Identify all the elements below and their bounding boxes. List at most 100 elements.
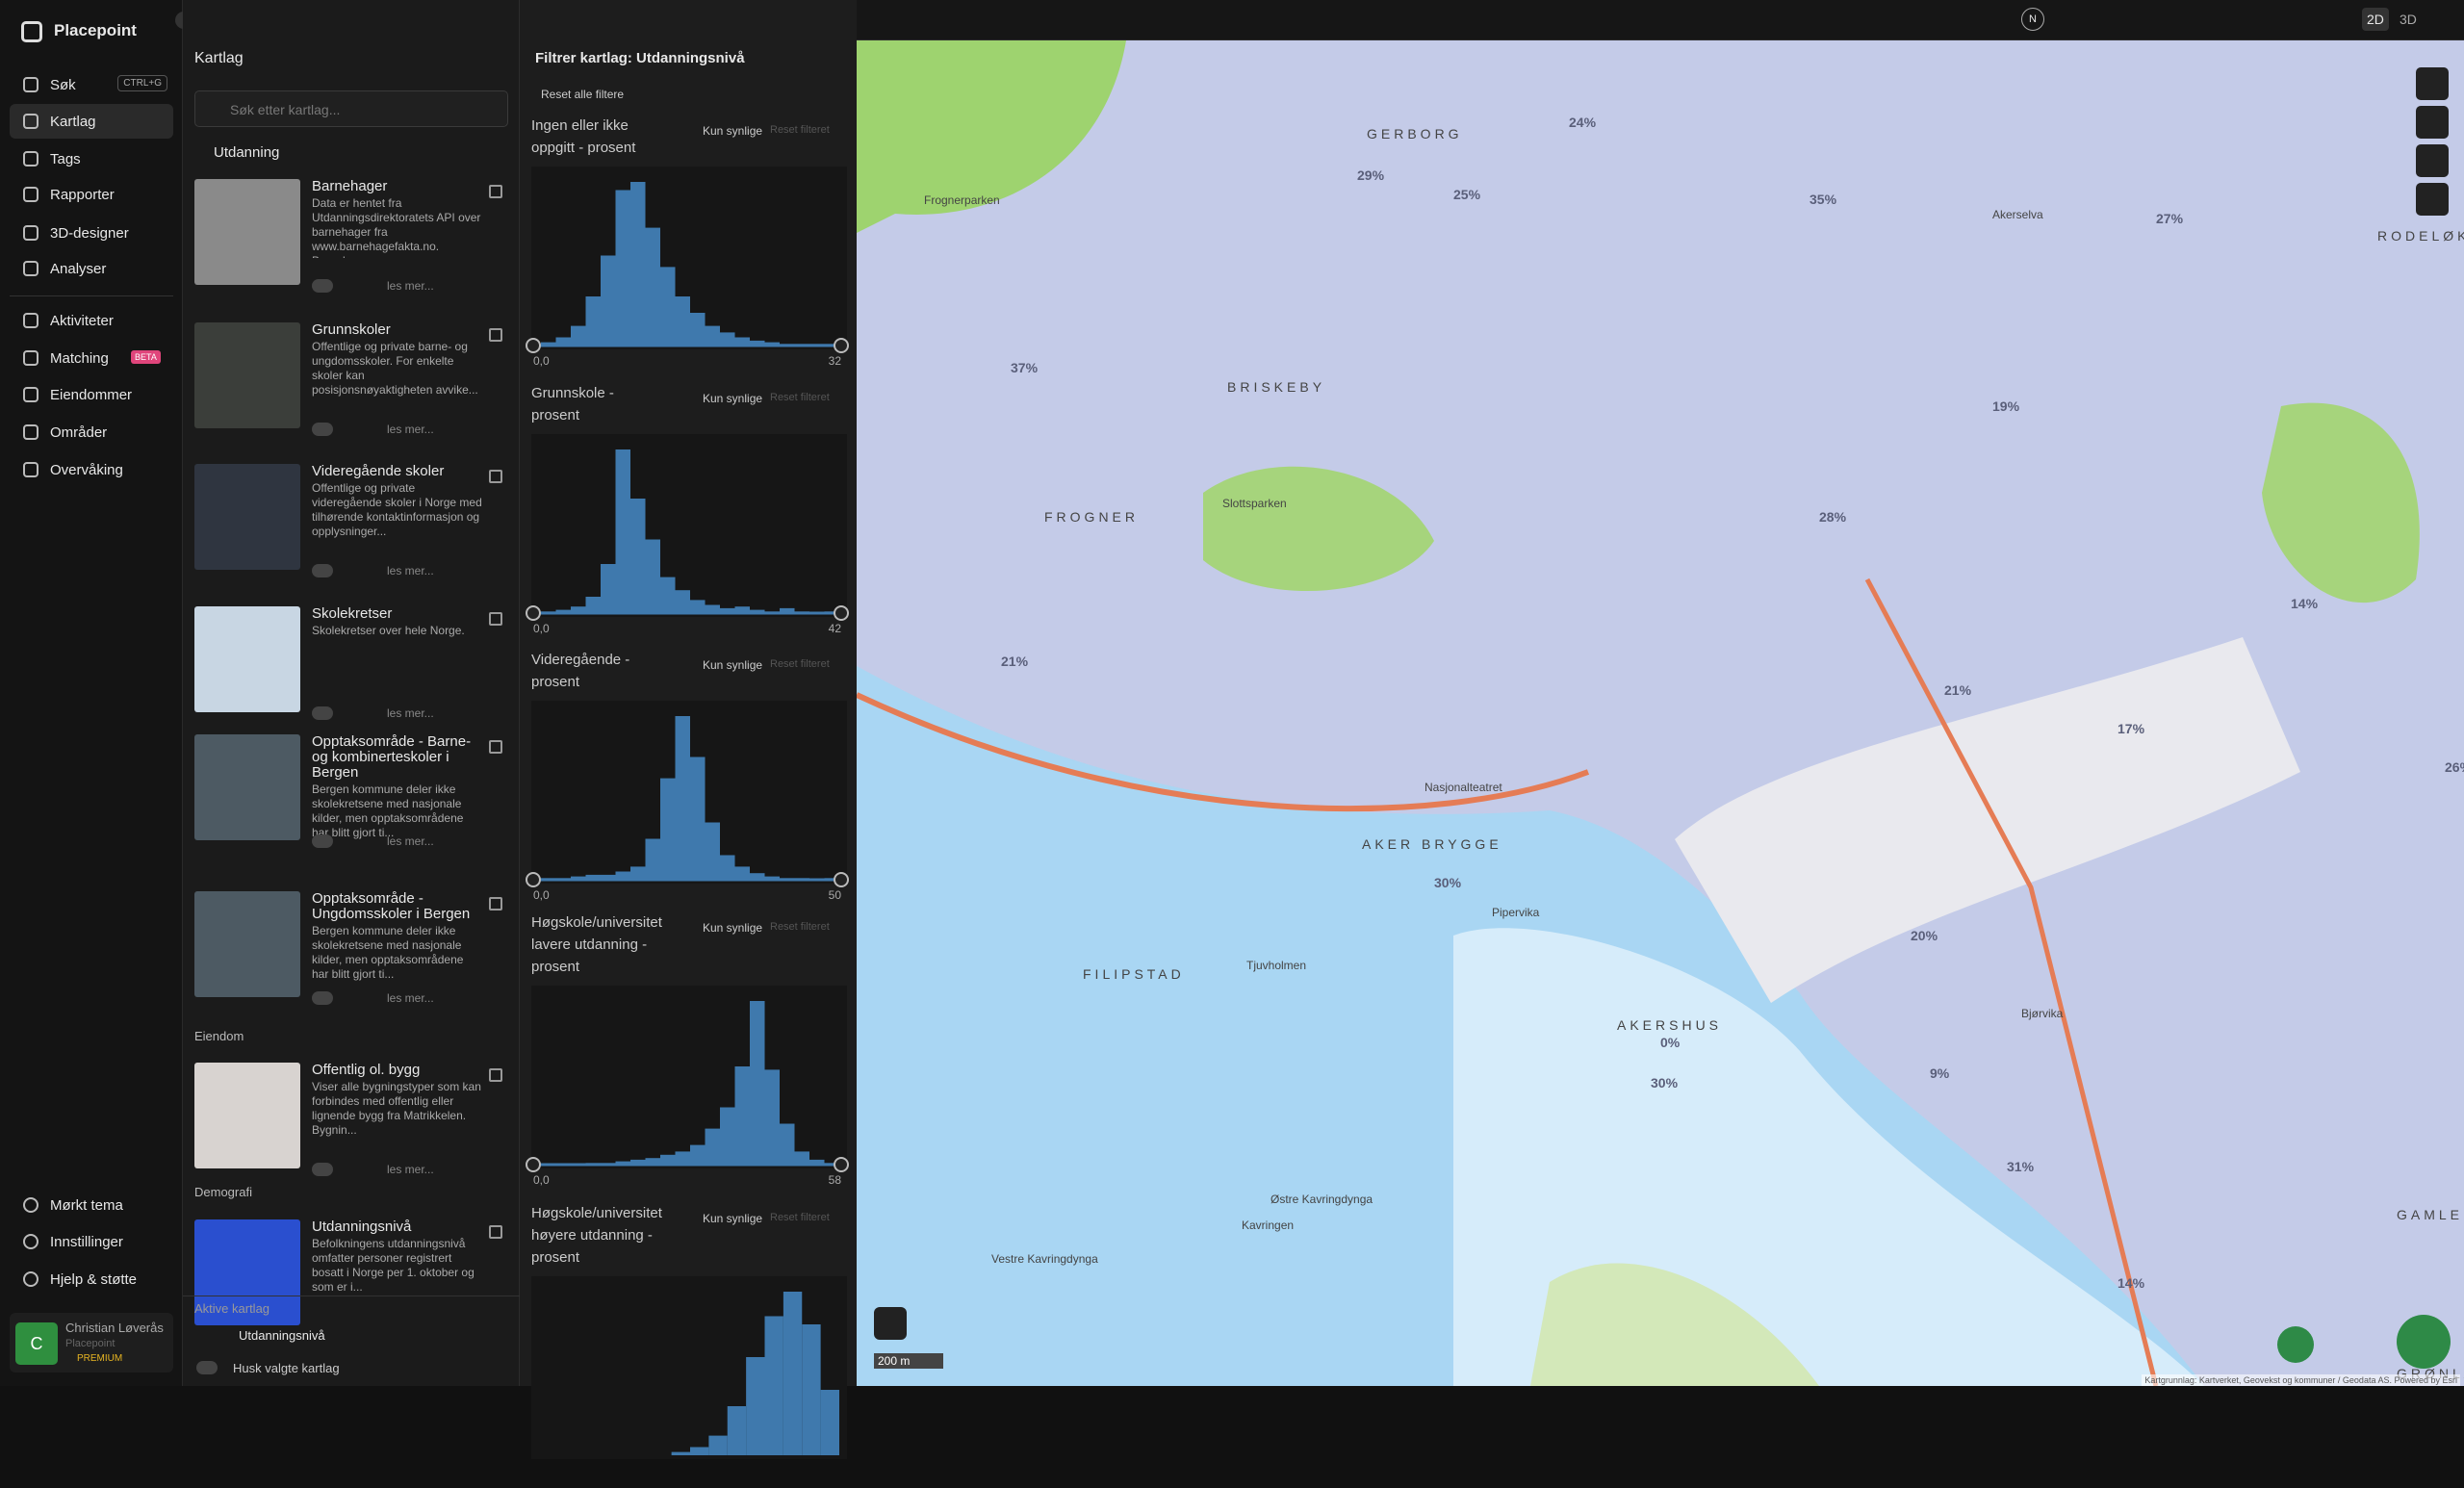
favorite-star[interactable]	[489, 612, 502, 626]
histogram-bar	[690, 757, 706, 880]
only-visible[interactable]: Kun synlige	[703, 658, 763, 672]
layer-name[interactable]: Videregående skoler	[312, 463, 445, 479]
layer-name[interactable]: Opptaksområde - Ungdomsskoler i Bergen	[312, 890, 471, 922]
reset-filter[interactable]: Reset filteret	[770, 921, 830, 933]
histogram-bar	[734, 1066, 750, 1165]
layer-name[interactable]: Barnehager	[312, 178, 388, 194]
toggle[interactable]	[312, 834, 333, 848]
nav-item[interactable]: Hjelp & støtte	[10, 1262, 173, 1296]
nav-item[interactable]: Eiendommer	[10, 377, 173, 412]
view-mode[interactable]: 2D	[2362, 8, 2389, 31]
chat-button[interactable]	[2397, 1315, 2451, 1369]
layer-thumbnail[interactable]	[194, 891, 300, 997]
histogram[interactable]: 0,0 32	[524, 167, 851, 378]
layer-thumbnail[interactable]	[194, 1063, 300, 1168]
toggle[interactable]	[312, 423, 333, 436]
layer-thumbnail[interactable]	[194, 606, 300, 712]
toggle[interactable]	[312, 991, 333, 1005]
read-more[interactable]: les mer...	[387, 706, 434, 720]
only-visible[interactable]: Kun synlige	[703, 1212, 763, 1225]
layer-description: Bergen kommune deler ikke skolekretsene …	[312, 924, 464, 981]
remember-toggle[interactable]	[196, 1361, 218, 1374]
histogram-bar	[541, 342, 556, 346]
nav-item[interactable]: Kartlag	[10, 104, 173, 139]
histogram-bar	[705, 325, 720, 346]
layer-thumbnail[interactable]	[194, 1219, 300, 1325]
nav-icon	[23, 1271, 38, 1287]
read-more[interactable]: les mer...	[387, 279, 434, 293]
favorite-star[interactable]	[489, 185, 502, 198]
info-button[interactable]	[2277, 1326, 2314, 1363]
toggle[interactable]	[312, 706, 333, 720]
layer-name[interactable]: Skolekretser	[312, 605, 393, 622]
user-card[interactable]: C Christian Løverås Placepoint PREMIUM	[10, 1313, 173, 1373]
layer-name[interactable]: Opptaksområde - Barne- og kombinerteskol…	[312, 733, 472, 781]
favorite-star[interactable]	[489, 1068, 502, 1082]
histogram-bar	[727, 1406, 747, 1455]
layer-name[interactable]: Utdanningsnivå	[312, 1219, 412, 1235]
nav-item[interactable]: Søk CTRL+G	[10, 67, 173, 102]
map-label: BRISKEBY	[1227, 379, 1325, 395]
nav-item[interactable]: Rapporter	[10, 177, 173, 212]
map-tool[interactable]	[2416, 106, 2449, 139]
read-more[interactable]: les mer...	[387, 564, 434, 577]
nav-item[interactable]: Overvåking	[10, 452, 173, 487]
reset-filter[interactable]: Reset filteret	[770, 124, 830, 136]
histogram[interactable]: 0,0 50	[524, 701, 851, 912]
nav-item[interactable]: 3D-designer	[10, 216, 173, 250]
read-more[interactable]: les mer...	[387, 834, 434, 848]
nav-item[interactable]: Aktiviteter	[10, 303, 173, 338]
reset-filter[interactable]: Reset filteret	[770, 1212, 830, 1223]
map-tool[interactable]	[2416, 183, 2449, 216]
nav-label: Rapporter	[50, 186, 115, 203]
nav-item[interactable]: Matching BETA	[10, 341, 173, 375]
view-mode[interactable]: 3D	[2400, 12, 2417, 27]
help-button[interactable]	[874, 1307, 907, 1340]
map-tool[interactable]	[2416, 67, 2449, 100]
favorite-star[interactable]	[489, 740, 502, 754]
layer-thumbnail[interactable]	[194, 464, 300, 570]
only-visible[interactable]: Kun synlige	[703, 921, 763, 935]
breadcrumb[interactable]: Utdanning	[214, 144, 280, 161]
toggle[interactable]	[312, 279, 333, 293]
close-button[interactable]	[488, 48, 505, 65]
reset-filter[interactable]: Reset filteret	[770, 658, 830, 670]
nav-item[interactable]: Områder	[10, 415, 173, 449]
favorite-star[interactable]	[489, 470, 502, 483]
map[interactable]: FROGNER BRISKEBY GERBORG AKER BRYGGE FILIPST…	[857, 40, 2464, 1386]
favorite-star[interactable]	[489, 897, 502, 911]
nav-icon	[23, 114, 38, 129]
favorite-star[interactable]	[489, 1225, 502, 1239]
read-more[interactable]: les mer...	[387, 991, 434, 1005]
histogram[interactable]: 0,0 42	[524, 434, 851, 646]
layer-thumbnail[interactable]	[194, 734, 300, 840]
nav-item[interactable]: Analyser	[10, 251, 173, 286]
layer-name[interactable]: Offentlig ol. bygg	[312, 1062, 421, 1078]
nav-item[interactable]: Tags	[10, 141, 173, 176]
compass[interactable]: N	[2021, 8, 2044, 31]
nav-label: 3D-designer	[50, 224, 129, 242]
layer-thumbnail[interactable]	[194, 322, 300, 428]
only-visible[interactable]: Kun synlige	[703, 124, 763, 138]
histogram[interactable]	[524, 1276, 851, 1488]
read-more[interactable]: les mer...	[387, 423, 434, 436]
reset-all[interactable]: Reset alle filtere	[541, 88, 625, 101]
toggle[interactable]	[312, 564, 333, 577]
favorite-star[interactable]	[489, 328, 502, 342]
map-percentage: 24%	[1569, 115, 1597, 130]
read-more[interactable]: les mer...	[387, 1163, 434, 1176]
layer-name[interactable]: Grunnskoler	[312, 321, 391, 338]
nav-item[interactable]: Innstillinger	[10, 1224, 173, 1259]
histogram-bar	[780, 1123, 795, 1165]
nav-item[interactable]: Mørkt tema	[10, 1188, 173, 1222]
histogram[interactable]: 0,0 58	[524, 986, 851, 1197]
reset-filter[interactable]: Reset filteret	[770, 392, 830, 403]
nav-label: Hjelp & støtte	[50, 1270, 138, 1288]
search-box[interactable]: Søk etter kartlag...	[194, 90, 508, 127]
layer-thumbnail[interactable]	[194, 179, 300, 285]
map-tool[interactable]	[2416, 144, 2449, 177]
active-layer[interactable]: Utdanningsnivå	[239, 1328, 325, 1343]
toggle[interactable]	[312, 1163, 333, 1176]
only-visible[interactable]: Kun synlige	[703, 392, 763, 405]
layer-description: Bergen kommune deler ikke skolekretsene …	[312, 782, 464, 839]
